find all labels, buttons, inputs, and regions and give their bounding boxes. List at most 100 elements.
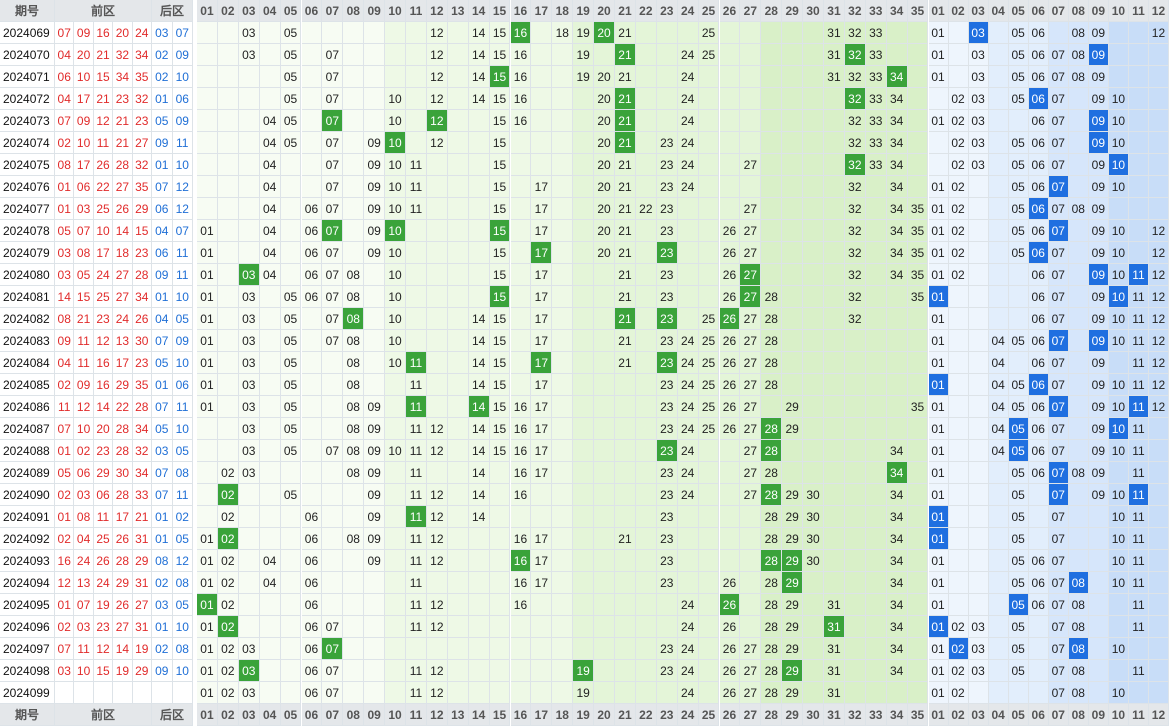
front-dist-cell [552, 440, 574, 462]
front-dist-cell: 31 [824, 682, 845, 704]
back-dist-cell [1088, 682, 1109, 704]
front-dist-cell: 02 [217, 594, 239, 616]
front-number: 28 [132, 264, 152, 286]
back-dist-cell [1128, 44, 1149, 66]
front-number: 15 [93, 66, 114, 88]
front-dist-cell [447, 550, 469, 572]
front-dist-cell [301, 462, 323, 484]
header-back-col: 02 [948, 0, 969, 22]
front-number: 17 [74, 88, 94, 110]
front-dist-cell [552, 484, 574, 506]
back-number [152, 682, 173, 704]
back-dist-cell [988, 638, 1009, 660]
front-hit-cell: 17 [531, 242, 553, 264]
front-dist-cell [489, 506, 511, 528]
front-dist-cell [447, 374, 469, 396]
header-front-col: 05 [280, 704, 302, 726]
front-dist-cell: 32 [844, 220, 866, 242]
back-hit-cell: 09 [1088, 44, 1109, 66]
front-dist-cell: 16 [510, 528, 532, 550]
front-dist-cell [489, 594, 511, 616]
back-dist-cell [1108, 616, 1129, 638]
front-number: 13 [74, 572, 94, 594]
front-dist-cell: 10 [385, 176, 406, 198]
front-dist-cell [531, 616, 553, 638]
front-dist-cell [280, 616, 302, 638]
front-dist-cell [447, 594, 469, 616]
front-dist-cell: 17 [531, 308, 553, 330]
front-dist-cell: 15 [489, 242, 511, 264]
front-dist-cell: 11 [406, 374, 427, 396]
front-dist-cell [824, 462, 845, 484]
front-dist-cell: 14 [468, 22, 490, 44]
front-dist-cell: 23 [656, 264, 678, 286]
front-dist-cell: 11 [406, 154, 427, 176]
front-dist-cell [615, 550, 636, 572]
back-dist-cell: 01 [928, 220, 949, 242]
front-dist-cell: 22 [635, 198, 657, 220]
front-dist-cell [635, 528, 657, 550]
front-dist-cell [447, 110, 469, 132]
front-dist-cell [803, 440, 824, 462]
front-dist-cell: 16 [510, 572, 532, 594]
front-dist-cell [886, 682, 908, 704]
front-dist-cell [447, 352, 469, 374]
period-cell: 2024071 [0, 66, 55, 88]
back-dist-cell [948, 330, 969, 352]
back-dist-cell: 11 [1128, 572, 1149, 594]
front-hit-cell: 31 [824, 616, 845, 638]
front-dist-cell [301, 176, 323, 198]
back-dist-cell: 10 [1108, 220, 1129, 242]
front-hit-cell: 07 [322, 638, 344, 660]
front-dist-cell: 14 [468, 88, 490, 110]
front-dist-cell [907, 462, 929, 484]
front-number: 21 [132, 506, 152, 528]
header-front-col: 10 [385, 704, 406, 726]
front-hit-cell: 29 [782, 660, 804, 682]
header-front-col: 26 [719, 0, 741, 22]
back-number: 09 [152, 132, 173, 154]
front-dist-cell [280, 594, 302, 616]
back-dist-cell [1088, 528, 1109, 550]
back-dist-cell: 11 [1128, 440, 1149, 462]
back-dist-cell [948, 66, 969, 88]
front-number: 08 [55, 308, 75, 330]
front-hit-cell: 23 [656, 352, 678, 374]
front-dist-cell: 10 [385, 440, 406, 462]
front-dist-cell: 24 [677, 154, 699, 176]
front-dist-cell: 25 [698, 374, 720, 396]
front-dist-cell [865, 242, 887, 264]
front-dist-cell [803, 594, 824, 616]
front-dist-cell [573, 418, 595, 440]
front-dist-cell [865, 440, 887, 462]
front-dist-cell [824, 198, 845, 220]
front-number [113, 682, 133, 704]
front-dist-cell [656, 88, 678, 110]
front-number: 02 [55, 616, 75, 638]
front-dist-cell [844, 550, 866, 572]
front-number: 03 [55, 264, 75, 286]
header-front-col: 35 [907, 0, 929, 22]
back-dist-cell: 12 [1148, 330, 1169, 352]
front-dist-cell [782, 352, 804, 374]
front-dist-cell [322, 506, 344, 528]
back-dist-cell: 02 [948, 198, 969, 220]
front-dist-cell [907, 176, 929, 198]
front-number: 07 [55, 110, 75, 132]
front-dist-cell: 03 [238, 44, 260, 66]
front-dist-cell [803, 286, 824, 308]
front-number: 34 [132, 44, 152, 66]
front-dist-cell [698, 440, 720, 462]
back-dist-cell [948, 572, 969, 594]
front-dist-cell: 15 [489, 154, 511, 176]
front-number: 08 [74, 506, 94, 528]
front-dist-cell [217, 220, 239, 242]
front-dist-cell [385, 462, 406, 484]
front-dist-cell [259, 352, 281, 374]
front-number: 01 [55, 176, 75, 198]
front-dist-cell: 08 [343, 286, 365, 308]
front-dist-cell [719, 154, 741, 176]
front-dist-cell [552, 286, 574, 308]
front-number: 04 [74, 528, 94, 550]
front-hit-cell: 10 [385, 132, 406, 154]
